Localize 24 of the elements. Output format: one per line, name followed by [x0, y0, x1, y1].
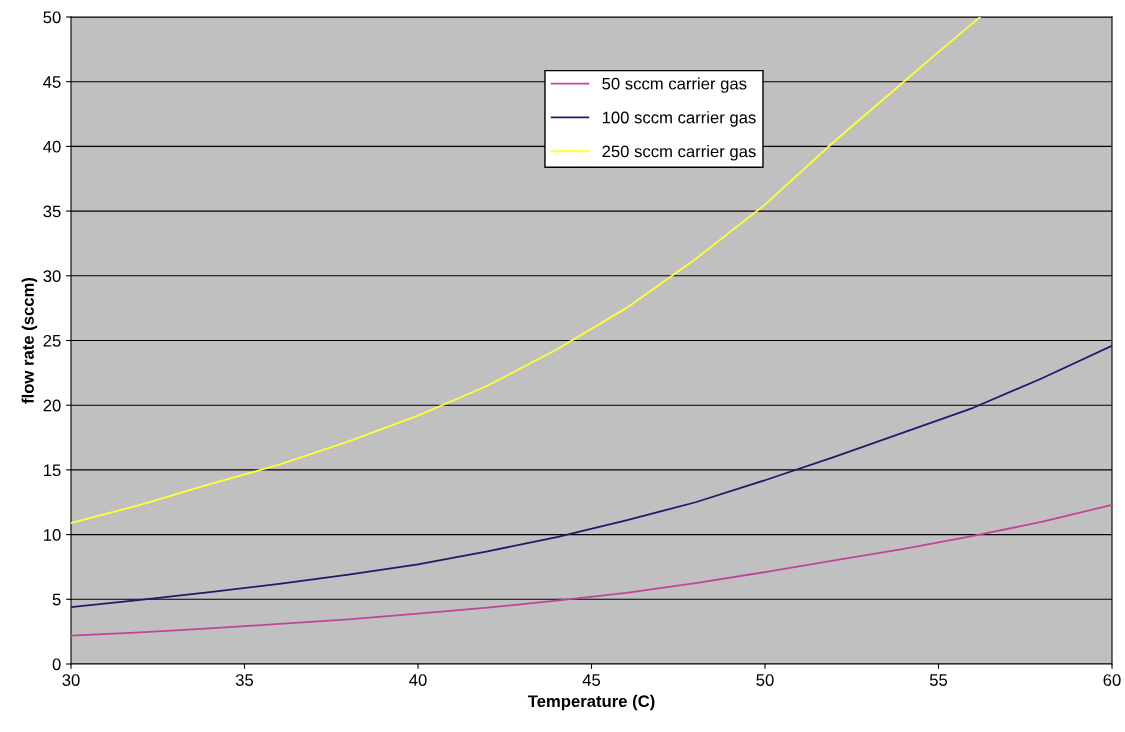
y-tick-label: 35: [43, 205, 61, 218]
y-tick-label: 40: [43, 140, 61, 153]
x-tick-label: 50: [756, 674, 774, 686]
y-tick-label: 45: [43, 76, 61, 88]
x-tick-label: 35: [235, 674, 254, 686]
line-series: [71, 17, 982, 524]
y-tick-label: 5: [52, 593, 61, 606]
y-tick-label: 10: [44, 529, 61, 541]
x-tick-label: 30: [62, 674, 80, 686]
x-axis-title: Temperature (C): [527, 694, 655, 711]
x-tick-label: 40: [409, 674, 427, 686]
x-tick-label: 60: [1103, 674, 1121, 686]
y-axis-title: flow rate (sccm): [21, 277, 38, 404]
x-tick-label: 55: [929, 674, 948, 686]
x-tick-label: 45: [582, 674, 601, 686]
legend-label: 250 sccm carrier gas: [602, 145, 756, 161]
y-tick-label: 0: [52, 658, 61, 671]
y-tick-label: 50: [43, 11, 61, 24]
legend-label: 100 sccm carrier gas: [602, 111, 756, 127]
legend-label: 50 sccm carrier gas: [602, 77, 747, 93]
y-tick-label: 25: [43, 334, 61, 347]
y-tick-label: 30: [43, 270, 61, 282]
y-tick-label: 15: [44, 464, 61, 477]
y-tick-label: 20: [43, 399, 61, 412]
